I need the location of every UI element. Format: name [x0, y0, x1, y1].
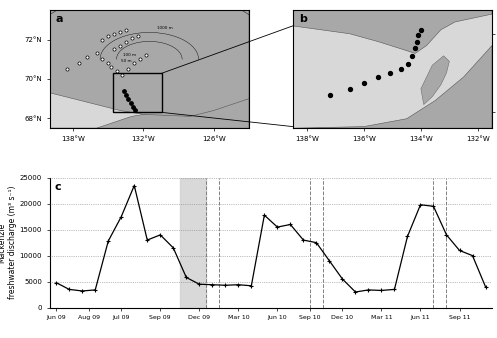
Point [83, 55, 91, 60]
Point [122, 39, 130, 44]
Polygon shape [50, 99, 249, 128]
Point [104, 33, 112, 39]
Point [110, 47, 118, 52]
Point [98, 57, 106, 62]
Point [326, 92, 334, 98]
Point [75, 61, 83, 66]
Point [124, 67, 132, 72]
Text: b: b [299, 14, 307, 24]
Point [112, 68, 120, 74]
Point [110, 31, 118, 37]
Point [124, 96, 132, 101]
Point [131, 108, 139, 113]
Text: c: c [54, 182, 61, 192]
Point [122, 27, 130, 32]
Point [386, 70, 394, 76]
Point [63, 67, 71, 72]
Text: 50 m: 50 m [121, 59, 131, 63]
Point [130, 61, 138, 66]
Point [374, 74, 382, 80]
Point [360, 80, 368, 85]
Text: 1000 m: 1000 m [157, 26, 172, 30]
Point [142, 53, 150, 58]
Point [128, 35, 136, 40]
Point [104, 61, 112, 66]
Point [92, 51, 100, 56]
Point [409, 53, 416, 58]
Polygon shape [421, 56, 449, 104]
Point [116, 29, 124, 34]
Point [414, 32, 422, 38]
Point [136, 57, 144, 62]
Point [404, 61, 412, 66]
Polygon shape [50, 10, 249, 116]
Point [116, 43, 124, 48]
Point [98, 37, 106, 42]
Point [120, 88, 128, 94]
Point [413, 39, 420, 44]
Point [134, 33, 142, 39]
Y-axis label: Mackenzie
freshwater discharge (m³ s⁻¹): Mackenzie freshwater discharge (m³ s⁻¹) [0, 186, 17, 299]
Point [118, 72, 126, 78]
Point [122, 92, 130, 97]
Point [107, 65, 115, 70]
Text: 100 m: 100 m [123, 53, 136, 57]
Point [346, 86, 354, 92]
Point [397, 67, 405, 72]
Polygon shape [293, 46, 492, 128]
Point [129, 104, 137, 109]
Point [417, 27, 425, 32]
Polygon shape [293, 10, 492, 53]
Point [411, 45, 419, 51]
Point [127, 100, 135, 105]
Text: a: a [56, 14, 63, 24]
Bar [113, 73, 162, 113]
Bar [180, 178, 206, 308]
